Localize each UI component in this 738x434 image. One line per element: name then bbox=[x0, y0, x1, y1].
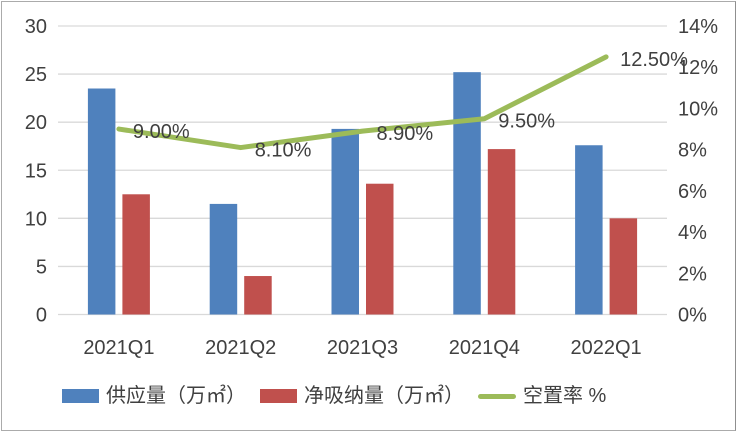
y-axis-left-tick-label: 10 bbox=[25, 208, 47, 230]
supply-bar bbox=[453, 72, 481, 315]
y-axis-left-tick-label: 20 bbox=[25, 112, 47, 134]
supply-bar bbox=[575, 145, 603, 315]
legend-item: 空置率 % bbox=[478, 384, 606, 408]
chart-legend: 供应量（万㎡） 净吸纳量（万㎡） 空置率 % bbox=[62, 384, 606, 408]
legend-label: 供应量（万㎡） bbox=[106, 385, 246, 407]
vacancy-rate-line bbox=[116, 54, 609, 151]
y-axis-right-tick-label: 8% bbox=[678, 140, 707, 162]
y-axis-right-tick-label: 0% bbox=[678, 305, 707, 327]
y-axis-right-tick-label: 6% bbox=[678, 181, 707, 203]
absorption-bar bbox=[366, 183, 394, 315]
absorption-bar bbox=[609, 218, 638, 315]
y-axis-right-tick-label: 12% bbox=[678, 57, 718, 79]
legend-item: 供应量（万㎡） bbox=[62, 384, 246, 408]
legend-item: 净吸纳量（万㎡） bbox=[260, 384, 464, 408]
y-axis-left-tick-label: 15 bbox=[25, 160, 47, 182]
y-axis-left-tick-label: 25 bbox=[25, 64, 47, 86]
vacancy-data-label: 9.00% bbox=[133, 121, 190, 143]
vacancy-data-label: 9.50% bbox=[498, 111, 555, 133]
x-axis-category-label: 2021Q4 bbox=[449, 337, 520, 359]
y-axis-right-tick-label: 10% bbox=[678, 98, 718, 120]
x-axis-category-label: 2021Q2 bbox=[205, 337, 276, 359]
legend-label: 空置率 % bbox=[523, 385, 607, 407]
absorption-bar bbox=[122, 194, 150, 315]
y-axis-right-tick-label: 4% bbox=[678, 222, 707, 244]
y-axis-right-tick-label: 2% bbox=[678, 263, 707, 285]
legend-label: 净吸纳量（万㎡） bbox=[304, 385, 464, 407]
x-axis-category-label: 2022Q1 bbox=[571, 337, 642, 359]
absorption-bar bbox=[487, 149, 516, 315]
legend-color-swatch bbox=[260, 389, 297, 403]
supply-bar bbox=[209, 203, 238, 315]
x-axis-category-label: 2021Q1 bbox=[83, 337, 154, 359]
legend-color-swatch bbox=[62, 389, 99, 403]
y-axis-left-tick-label: 0 bbox=[36, 305, 47, 327]
y-axis-right-tick-label: 14% bbox=[678, 16, 718, 38]
supply-bar bbox=[331, 128, 359, 315]
supply-bar bbox=[87, 88, 116, 315]
y-axis-left-tick-label: 30 bbox=[25, 16, 47, 38]
vacancy-data-label: 12.50% bbox=[620, 49, 688, 71]
absorption-bar bbox=[244, 276, 272, 315]
vacancy-data-label: 8.10% bbox=[255, 140, 312, 162]
x-axis-category-label: 2021Q3 bbox=[327, 337, 398, 359]
legend-line-swatch bbox=[478, 393, 516, 399]
y-axis-left-tick-label: 5 bbox=[36, 256, 47, 278]
vacancy-data-label: 8.90% bbox=[377, 123, 434, 145]
